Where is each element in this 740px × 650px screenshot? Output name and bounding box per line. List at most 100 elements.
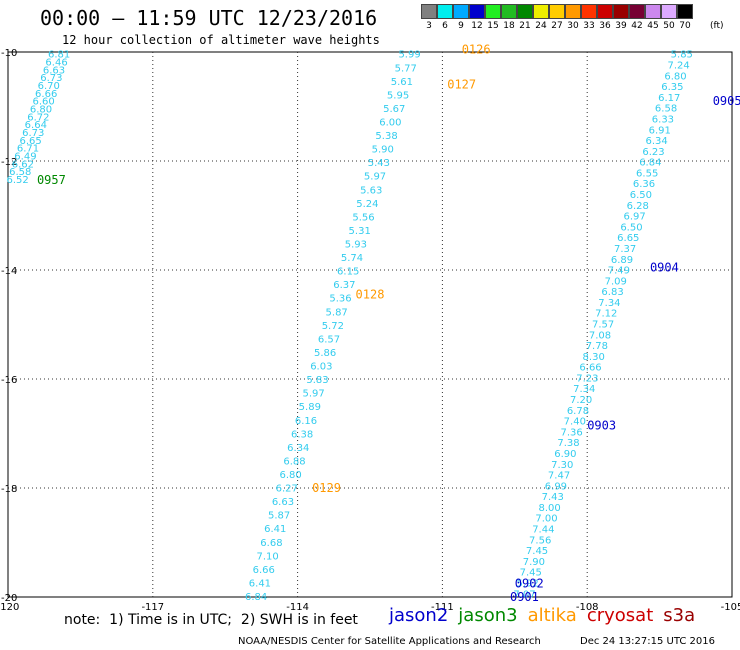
wave-height-point: 5.24 bbox=[356, 199, 378, 210]
y-tick-label: -16 bbox=[1, 375, 17, 386]
x-tick-label: -114 bbox=[286, 602, 309, 613]
wave-height-point: 7.44 bbox=[532, 525, 554, 536]
colorbar-item: 50 bbox=[660, 4, 677, 31]
wave-height-point: 5.56 bbox=[352, 212, 374, 223]
wave-height-point: 6.63 bbox=[43, 65, 65, 76]
y-tick-label: -18 bbox=[1, 484, 17, 495]
wave-height-point: 7.36 bbox=[561, 427, 583, 438]
wave-height-point: 6.03 bbox=[310, 362, 332, 373]
colorbar-item: 42 bbox=[628, 4, 645, 31]
colorbar-item: 27 bbox=[548, 4, 565, 31]
wave-height-point: 7.45 bbox=[520, 568, 542, 579]
pass-time-label: 0126 bbox=[462, 42, 491, 56]
wave-height-point: 6.81 bbox=[48, 50, 70, 61]
colorbar-item: 18 bbox=[500, 4, 517, 31]
wave-height-point: 6.66 bbox=[253, 565, 275, 576]
colorbar-swatch bbox=[452, 4, 469, 19]
wave-height-point: 6.46 bbox=[45, 58, 67, 69]
wave-height-point: 6.65 bbox=[19, 136, 41, 147]
colorbar-swatch bbox=[660, 4, 677, 19]
wave-height-point: 6.57 bbox=[318, 334, 340, 345]
colorbar-item: 36 bbox=[596, 4, 613, 31]
wave-height-point: 5.61 bbox=[391, 77, 413, 88]
pass-time-label: 0957 bbox=[37, 173, 66, 187]
x-tick-label: -111 bbox=[431, 602, 454, 613]
wave-height-point: 5.97 bbox=[364, 172, 386, 183]
colorbar-legend: 3 6 9 12 15 18 21 24 27 30 33 36 39 42 45 50 70 bbox=[420, 4, 693, 31]
wave-height-point: 6.55 bbox=[636, 168, 658, 179]
colorbar-label: 50 bbox=[663, 21, 675, 31]
wave-height-point: 5.31 bbox=[349, 226, 371, 237]
wave-height-point: 6.68 bbox=[260, 538, 282, 549]
colorbar-item: 39 bbox=[612, 4, 629, 31]
colorbar-swatch bbox=[612, 4, 629, 19]
colorbar-swatch bbox=[564, 4, 581, 19]
wave-height-point: 5.38 bbox=[375, 131, 397, 142]
wave-height-point: 5.97 bbox=[303, 389, 325, 400]
wave-height-point: 6.73 bbox=[40, 73, 62, 84]
wave-height-point: 6.41 bbox=[264, 524, 286, 535]
wave-height-point: 7.78 bbox=[586, 341, 608, 352]
wave-height-point: 6.97 bbox=[623, 212, 645, 223]
colorbar-item: 70 bbox=[676, 4, 693, 31]
wave-height-point: 5.43 bbox=[368, 158, 390, 169]
wave-height-point: 6.91 bbox=[649, 125, 671, 136]
wave-height-point: 6.99 bbox=[545, 481, 567, 492]
wave-height-point: 6.73 bbox=[22, 128, 44, 139]
pass-time-label: 0901 bbox=[510, 590, 539, 604]
colorbar-label: 39 bbox=[615, 21, 627, 31]
wave-height-point: 6.90 bbox=[554, 449, 576, 460]
x-tick-label: -117 bbox=[141, 602, 164, 613]
wave-height-point: 7.20 bbox=[570, 395, 592, 406]
colorbar-item: 21 bbox=[516, 4, 533, 31]
wave-height-point: 7.08 bbox=[589, 330, 611, 341]
colorbar-unit: (ft) bbox=[710, 21, 724, 31]
wave-height-point: 6.15 bbox=[337, 267, 359, 278]
wave-height-point: 6.36 bbox=[633, 179, 655, 190]
wave-height-point: 6.70 bbox=[38, 81, 60, 92]
wave-height-point: 6.66 bbox=[579, 363, 601, 374]
y-tick-label: -10 bbox=[1, 48, 17, 59]
wave-height-point: 5.36 bbox=[329, 294, 351, 305]
wave-height-point: 6.88 bbox=[283, 456, 305, 467]
colorbar-item: 30 bbox=[564, 4, 581, 31]
colorbar-label: 70 bbox=[679, 21, 691, 31]
wave-height-point: 6.41 bbox=[249, 578, 271, 589]
wave-height-point: 6.78 bbox=[567, 406, 589, 417]
wave-height-point: 5.92 bbox=[516, 578, 538, 589]
colorbar-swatch bbox=[420, 4, 437, 19]
wave-height-point: 7.12 bbox=[595, 309, 617, 320]
wave-height-point: 5.83 bbox=[306, 375, 328, 386]
colorbar-swatch bbox=[596, 4, 613, 19]
pass-time-label: 0128 bbox=[356, 288, 385, 302]
wave-height-point: 7.49 bbox=[608, 266, 630, 277]
chart-title: 00:00 – 11:59 UTC 12/23/2016 bbox=[40, 6, 378, 30]
colorbar-item: 3 bbox=[420, 4, 437, 31]
credit-text: NOAA/NESDIS Center for Satellite Applica… bbox=[238, 636, 541, 647]
colorbar-item: 9 bbox=[452, 4, 469, 31]
wave-height-point: 6.23 bbox=[642, 147, 664, 158]
wave-height-point: 7.34 bbox=[598, 298, 620, 309]
y-tick-label: -12 bbox=[1, 157, 17, 168]
wave-height-point: 5.77 bbox=[395, 63, 417, 74]
colorbar-label: 18 bbox=[503, 21, 515, 31]
colorbar-swatch bbox=[628, 4, 645, 19]
x-tick-label: -120 bbox=[0, 602, 19, 613]
wave-height-point: 7.00 bbox=[535, 514, 557, 525]
x-tick-label: -108 bbox=[576, 602, 599, 613]
wave-height-point: 5.86 bbox=[314, 348, 336, 359]
wave-height-point: 6.37 bbox=[333, 280, 355, 291]
wave-height-point: 6.89 bbox=[611, 255, 633, 266]
wave-height-point: 6.38 bbox=[291, 429, 313, 440]
wave-height-point: 8.30 bbox=[583, 352, 605, 363]
legend-cryosat: cryosat bbox=[586, 605, 654, 626]
plot-frame bbox=[7, 51, 733, 598]
colorbar-label: 3 bbox=[426, 21, 432, 31]
wave-height-point: 7.30 bbox=[551, 460, 573, 471]
wave-height-point: 6.28 bbox=[627, 201, 649, 212]
pass-time-label: 0127 bbox=[447, 78, 476, 92]
wave-height-point: 6.50 bbox=[620, 222, 642, 233]
legend-jason3: jason3 bbox=[458, 605, 518, 626]
wave-height-point: 7.09 bbox=[605, 276, 627, 287]
colorbar-label: 33 bbox=[583, 21, 595, 31]
